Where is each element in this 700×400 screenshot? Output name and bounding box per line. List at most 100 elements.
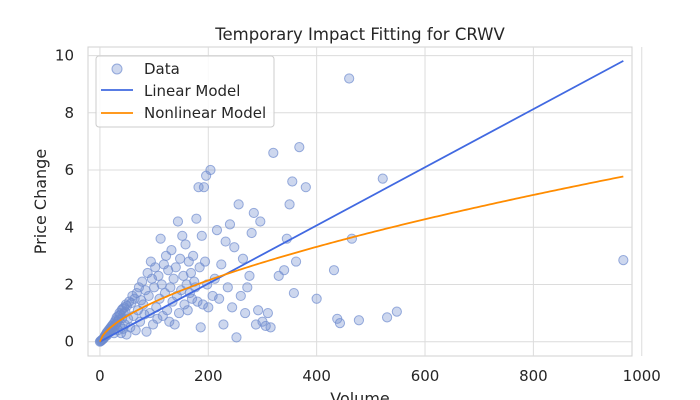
data-point xyxy=(242,282,253,293)
data-point xyxy=(130,325,141,336)
data-point xyxy=(229,242,240,253)
data-point xyxy=(182,305,193,316)
data-point xyxy=(188,250,199,261)
data-point xyxy=(235,290,246,302)
data-point xyxy=(211,225,223,236)
data-point xyxy=(268,147,279,158)
legend-box xyxy=(95,55,275,128)
data-point xyxy=(284,199,295,210)
data-point xyxy=(199,256,211,267)
data-point xyxy=(172,216,184,227)
y-tick-label: 0 xyxy=(64,333,74,351)
y-tick-labels: 0 2 4 6 8 10 xyxy=(55,47,74,351)
data-point xyxy=(287,176,298,187)
data-point xyxy=(255,216,266,227)
data-point xyxy=(246,227,257,239)
data-point xyxy=(169,319,180,330)
data-point xyxy=(220,236,231,247)
x-tick-label: 200 xyxy=(194,367,223,385)
data-point xyxy=(231,332,242,343)
data-point xyxy=(163,265,174,276)
chart-title: Temporary Impact Fitting for CRWV xyxy=(214,25,505,44)
data-point xyxy=(253,305,264,316)
data-point xyxy=(294,142,305,153)
data-point xyxy=(290,256,302,267)
data-point xyxy=(155,233,166,244)
data-point xyxy=(195,322,206,333)
data-point xyxy=(353,315,365,326)
data-point xyxy=(218,319,229,330)
linear-model-line xyxy=(99,60,624,343)
data-point xyxy=(248,207,259,219)
x-tick-label: 0 xyxy=(95,367,105,385)
nonlinear-model-line xyxy=(99,175,624,343)
data-point xyxy=(152,313,163,324)
data-point xyxy=(150,262,161,273)
data-point xyxy=(166,245,177,256)
x-tick-label: 800 xyxy=(519,367,548,385)
y-tick-label: 6 xyxy=(64,161,74,179)
y-tick-label: 10 xyxy=(55,47,74,65)
data-point xyxy=(311,293,322,304)
data-point xyxy=(198,182,210,193)
data-point xyxy=(170,262,181,273)
data-point xyxy=(165,282,176,293)
data-point xyxy=(334,317,346,329)
data-point xyxy=(214,293,225,304)
y-tick-label: 8 xyxy=(64,104,74,122)
x-tick-label: 400 xyxy=(302,367,331,385)
data-point xyxy=(178,270,189,281)
data-point xyxy=(149,282,160,293)
x-axis-label: Volume xyxy=(330,389,390,400)
data-point xyxy=(185,267,197,279)
legend-label-nonlinear: Nonlinear Model xyxy=(144,104,266,122)
data-point xyxy=(262,307,273,319)
y-axis-label: Price Change xyxy=(31,149,50,254)
data-point xyxy=(233,199,244,210)
x-tick-label: 600 xyxy=(411,367,440,385)
data-point xyxy=(227,302,238,313)
data-point xyxy=(205,164,216,176)
data-point xyxy=(153,270,164,281)
y-tick-label: 2 xyxy=(64,275,74,293)
data-point xyxy=(288,287,299,299)
data-point xyxy=(141,326,152,337)
data-point xyxy=(222,282,233,293)
data-point xyxy=(300,182,311,193)
data-point xyxy=(240,307,251,319)
legend-marker-data xyxy=(111,63,123,75)
data-point xyxy=(328,265,340,276)
data-point xyxy=(156,279,167,290)
y-tick-label: 4 xyxy=(64,218,74,236)
data-point xyxy=(377,173,388,184)
data-point xyxy=(265,322,276,333)
data-point xyxy=(381,312,393,323)
data-point xyxy=(164,316,175,327)
data-point xyxy=(180,239,191,250)
data-point xyxy=(175,253,186,264)
data-point xyxy=(143,290,154,302)
legend-label-linear: Linear Model xyxy=(144,82,240,100)
data-point xyxy=(344,73,355,84)
data-point xyxy=(191,213,202,224)
legend-label-data: Data xyxy=(144,60,180,78)
model-lines xyxy=(99,60,624,343)
legend: Data Linear Model Nonlinear Model xyxy=(95,55,275,128)
data-point xyxy=(193,182,204,193)
data-point xyxy=(391,306,402,317)
data-point xyxy=(177,230,188,241)
data-point xyxy=(196,230,207,241)
data-point xyxy=(279,265,290,276)
data-point xyxy=(173,307,185,319)
data-point xyxy=(192,296,203,307)
data-point xyxy=(179,299,190,310)
data-point xyxy=(216,259,227,270)
data-point xyxy=(224,219,236,230)
x-tick-label: 1000 xyxy=(623,367,661,385)
data-point xyxy=(237,253,249,264)
data-point xyxy=(203,302,214,313)
data-point xyxy=(197,299,208,310)
data-point xyxy=(244,270,255,281)
data-point xyxy=(137,276,148,287)
data-point xyxy=(168,273,179,284)
